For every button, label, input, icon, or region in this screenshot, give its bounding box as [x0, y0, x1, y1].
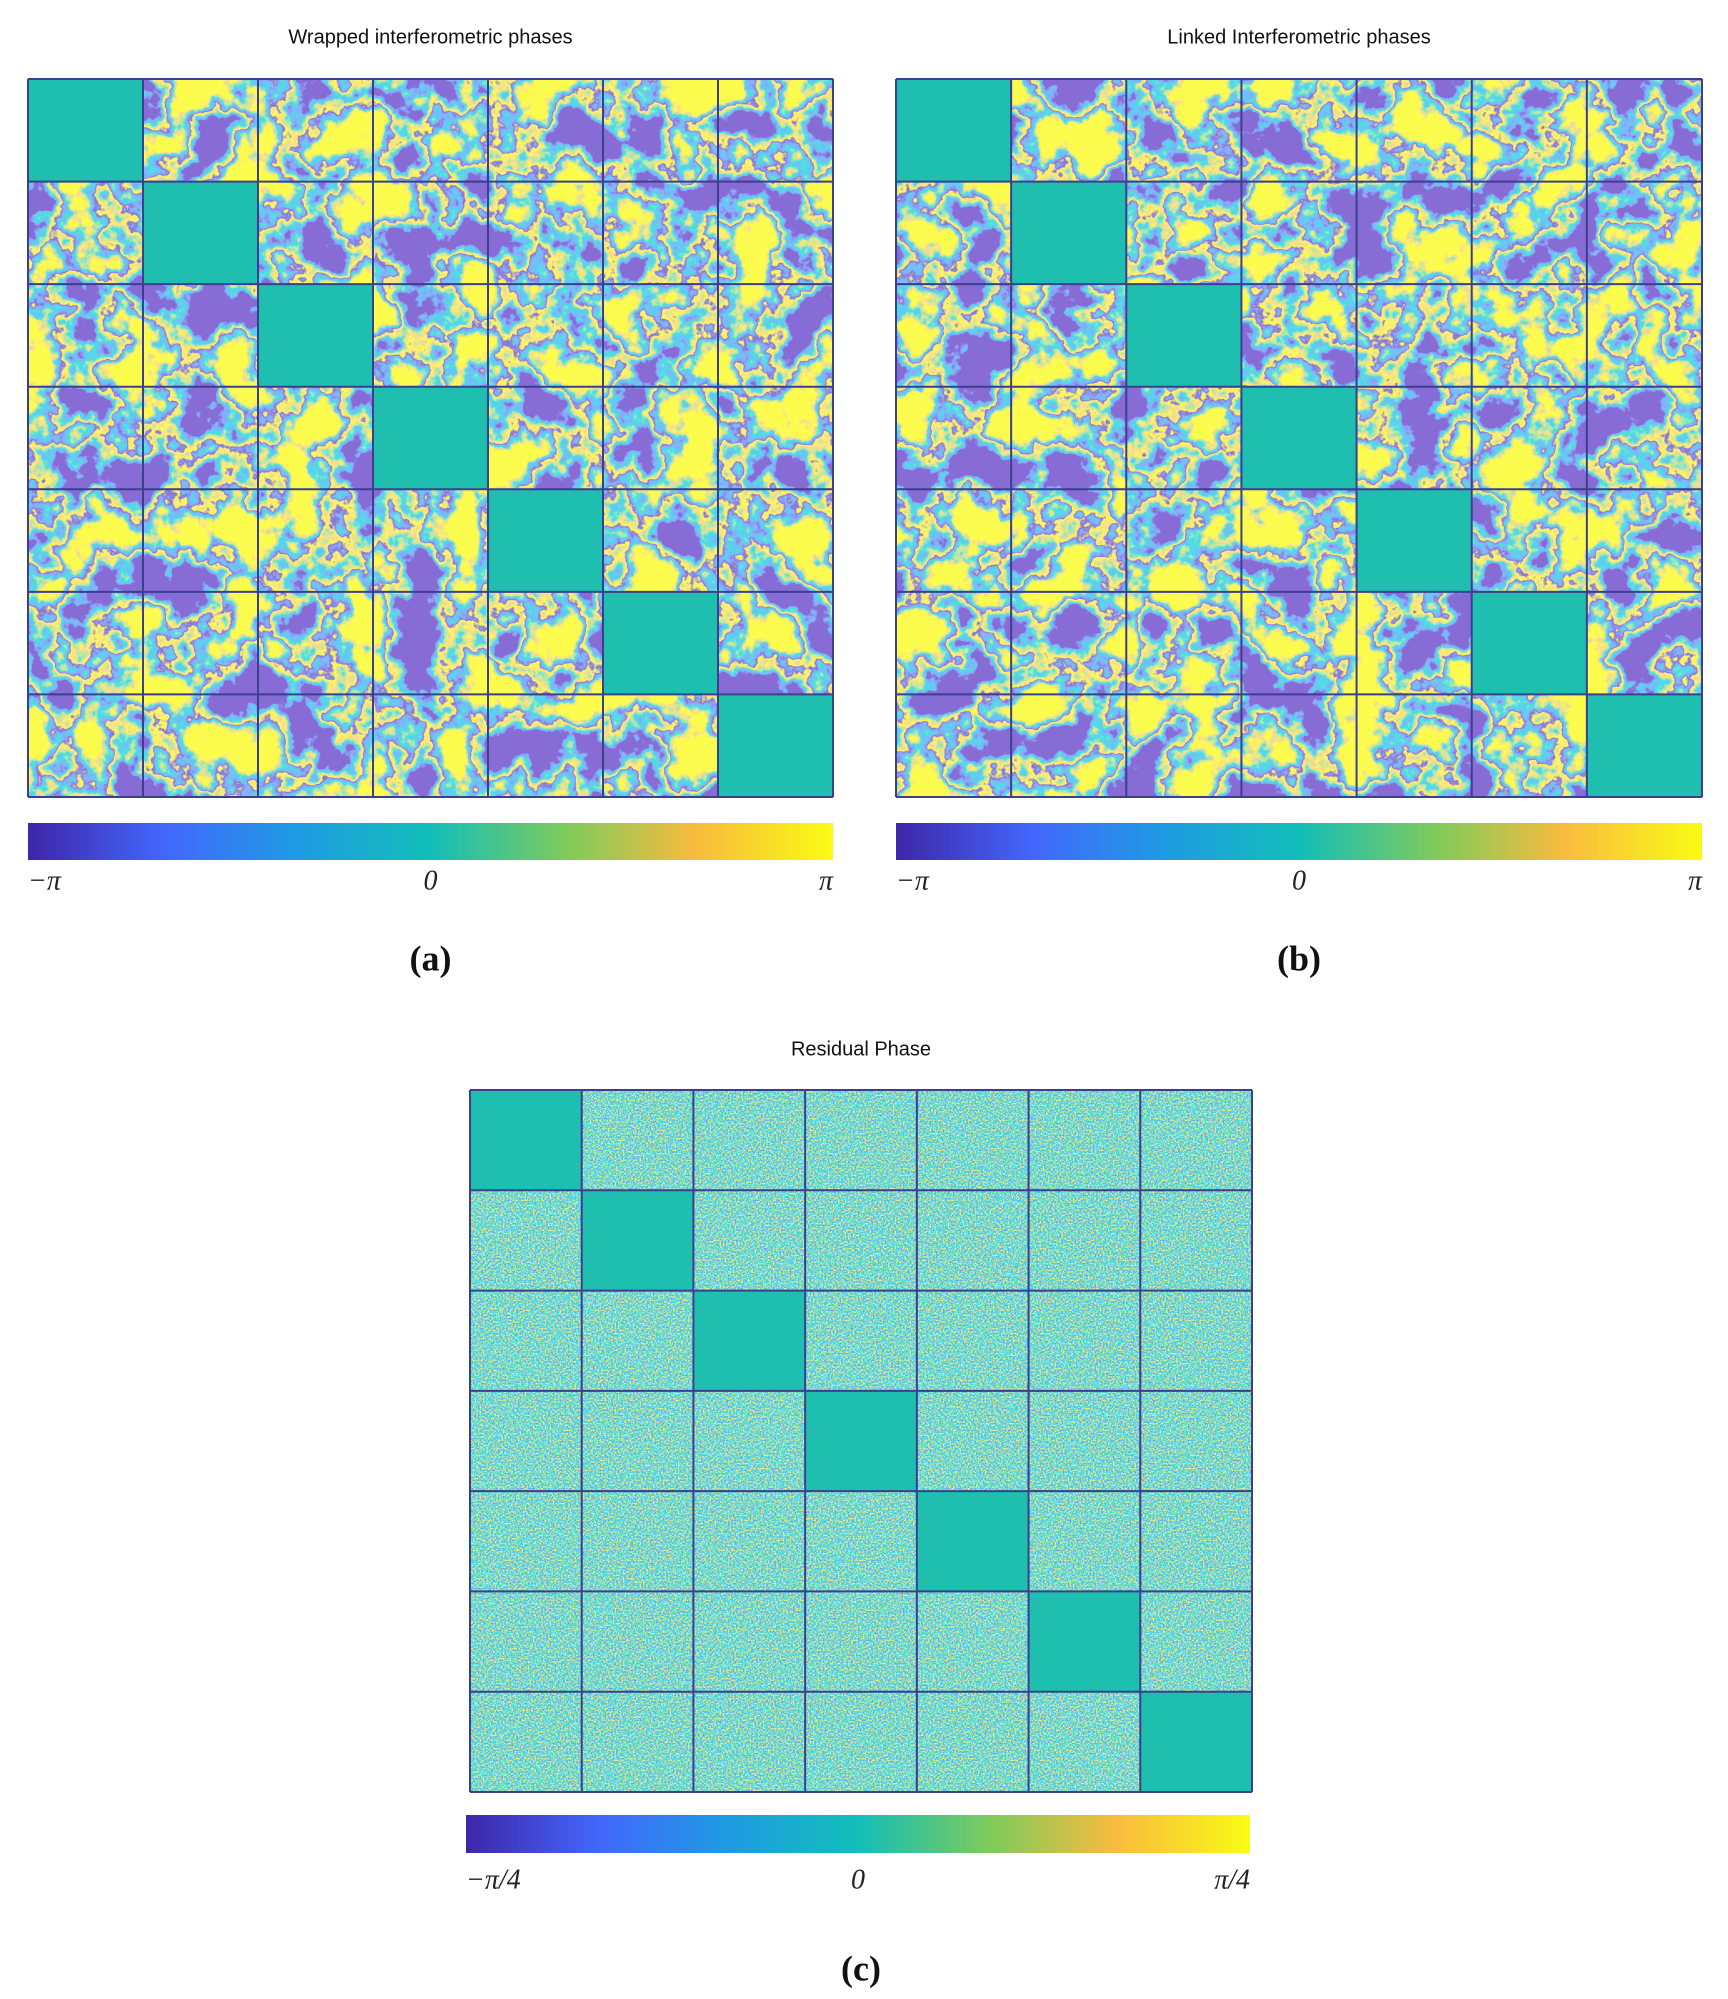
- diagonal-cell: [470, 1090, 582, 1191]
- diagonal-cell: [1011, 181, 1127, 285]
- colorbar: [466, 1815, 1250, 1853]
- diagonal-cell: [143, 181, 258, 285]
- colorbar-label: 0: [851, 1864, 865, 1895]
- panel-caption: (b): [1277, 938, 1321, 978]
- diagonal-cell: [1356, 489, 1472, 592]
- diagonal-cell: [1241, 386, 1357, 490]
- diagonal-cell: [1586, 694, 1702, 797]
- colorbar-label: 0: [424, 865, 438, 896]
- diagonal-cell: [1126, 284, 1242, 387]
- diagonal-cell: [693, 1290, 806, 1391]
- diagonal-cell: [916, 1491, 1029, 1592]
- panel-title: Residual Phase: [791, 1038, 931, 1060]
- diagonal-cell: [258, 284, 373, 387]
- diagonal-cell: [805, 1390, 917, 1492]
- diagonal-cell: [1028, 1591, 1141, 1692]
- colorbar-label: π/4: [1214, 1864, 1250, 1895]
- diagonal-cell: [28, 79, 143, 182]
- diagonal-cell: [488, 489, 603, 592]
- colorbar-label: 0: [1292, 865, 1306, 896]
- panel-caption: (a): [410, 938, 452, 978]
- colorbar-label: −π: [28, 865, 62, 896]
- diagonal-cell: [1471, 591, 1587, 695]
- colorbar-label: −π/4: [466, 1864, 521, 1895]
- diagonal-cell: [603, 591, 718, 695]
- diagonal-cell: [896, 79, 1012, 182]
- panel-caption: (c): [841, 1948, 881, 1988]
- panel-title: Wrapped interferometric phases: [288, 26, 572, 48]
- diagonal-cell: [1140, 1691, 1252, 1792]
- diagonal-cell: [718, 694, 833, 797]
- diagonal-cell: [373, 386, 488, 490]
- colorbar: [896, 823, 1702, 860]
- colorbar-label: π: [819, 865, 834, 896]
- colorbar-label: −π: [896, 865, 930, 896]
- colorbar-label: π: [1688, 865, 1703, 896]
- colorbar: [28, 823, 833, 860]
- diagonal-cell: [581, 1190, 694, 1291]
- panel-title: Linked Interferometric phases: [1167, 26, 1430, 48]
